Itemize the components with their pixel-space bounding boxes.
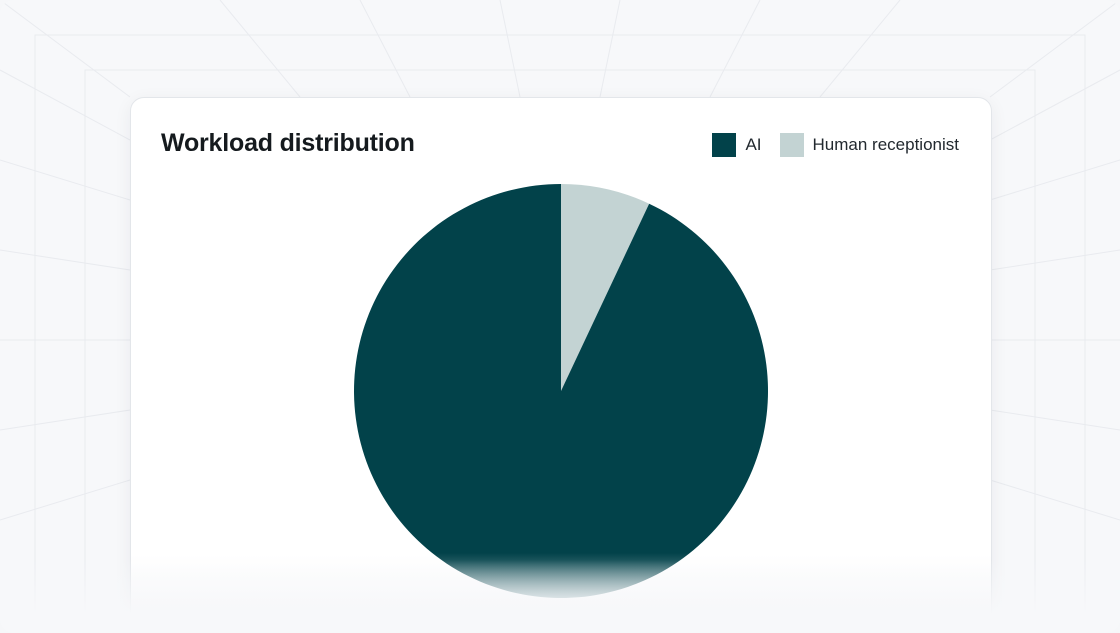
legend-label: AI xyxy=(745,135,762,154)
chart-legend: AI Human receptionist xyxy=(694,133,959,157)
chart-card: Workload distribution AI Human receptioni… xyxy=(130,97,992,633)
legend-item: AI xyxy=(712,133,762,157)
page-bottom-fade xyxy=(0,560,1120,633)
pie-slice-ai[interactable] xyxy=(354,184,769,598)
pie-slice-human-receptionist[interactable] xyxy=(561,184,650,391)
legend-item: Human receptionist xyxy=(779,133,959,157)
chart-title: Workload distribution xyxy=(161,129,415,157)
legend-swatch xyxy=(712,133,737,157)
legend-label: Human receptionist xyxy=(812,135,959,154)
pie-chart xyxy=(354,184,769,598)
legend-swatch xyxy=(779,133,804,157)
